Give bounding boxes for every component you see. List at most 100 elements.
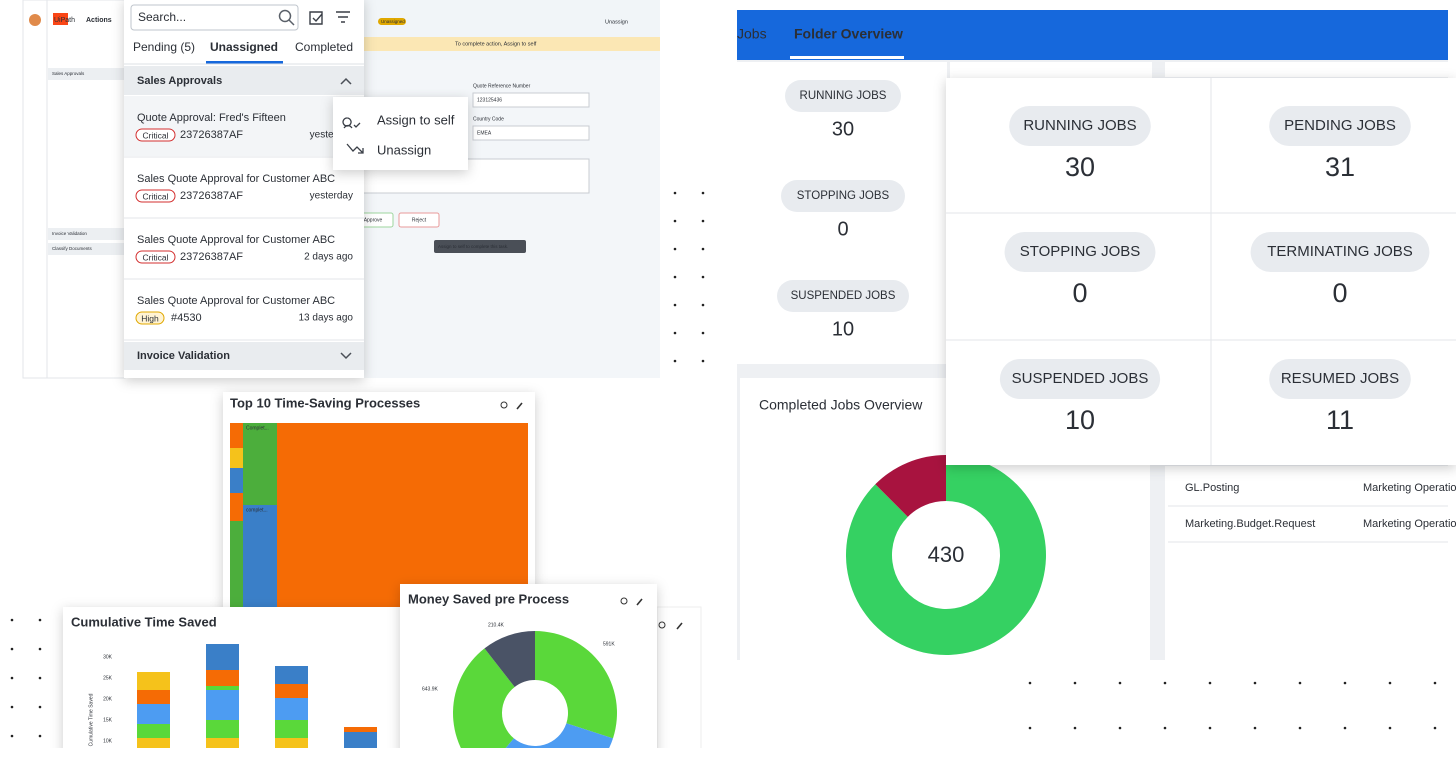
bar-segment — [275, 684, 308, 698]
task-title[interactable]: Sales Quote Approval for Customer ABC — [137, 234, 335, 246]
dot — [701, 275, 705, 279]
menu-item[interactable]: Unassign — [377, 142, 431, 157]
dot — [1388, 681, 1392, 685]
dot — [1298, 726, 1302, 730]
unassign-button[interactable]: Unassign — [605, 19, 628, 25]
status-badge — [378, 18, 406, 25]
cumulative-title: Cumulative Time Saved — [71, 614, 217, 629]
job-pill — [781, 180, 905, 212]
filter-icon[interactable] — [336, 11, 350, 23]
donut-segment — [484, 631, 535, 687]
bar-segment — [275, 666, 308, 684]
insights: Top 10 Time-Saving Processes Complet... … — [63, 392, 702, 748]
search-placeholder: Search... — [138, 10, 186, 24]
y-tick-label: 30K — [103, 654, 113, 660]
menu-item[interactable]: Assign to self — [377, 112, 455, 127]
context-menu — [333, 97, 468, 170]
section-header — [124, 66, 364, 95]
tab[interactable]: Pending (5) — [133, 40, 195, 54]
side-section — [48, 228, 124, 240]
edit-icon[interactable] — [636, 598, 643, 606]
priority: High — [141, 313, 159, 323]
job-pill — [1250, 232, 1430, 272]
nav-tab[interactable]: Jobs — [737, 26, 767, 42]
donut-segment — [875, 455, 946, 517]
section-title: Sales Approvals — [137, 75, 222, 87]
bar-segment — [275, 698, 308, 720]
task-title[interactable]: Sales Quote Approval for Customer ABC — [137, 295, 335, 307]
process-table — [1165, 466, 1448, 660]
tab[interactable]: Unassigned — [210, 40, 278, 54]
select-icon[interactable] — [309, 11, 323, 25]
task-title[interactable]: Quote Approval: Fred's Fifteen — [137, 112, 286, 124]
job-pill — [1004, 232, 1156, 272]
search-box[interactable] — [130, 4, 299, 31]
task-title[interactable]: Sales Quote Approval for Customer ABC — [137, 173, 335, 185]
money-title: Money Saved pre Process — [408, 591, 569, 606]
dot — [1343, 681, 1347, 685]
dot — [1028, 681, 1032, 685]
assign-icon — [342, 117, 361, 129]
hidden-card — [656, 606, 702, 748]
dot — [1163, 726, 1167, 730]
tab-underline — [790, 56, 904, 59]
task-time: yesterday — [310, 130, 353, 141]
dot — [1208, 726, 1212, 730]
dot — [673, 275, 677, 279]
button-label[interactable]: Approve — [364, 217, 383, 223]
job-pill — [1009, 106, 1151, 146]
priority-badge — [135, 311, 165, 325]
job-pill — [999, 359, 1161, 399]
logo: UiPath — [54, 17, 75, 24]
selected-task — [124, 96, 364, 156]
folder-overview: Jobs Folder Overview RUNNING JOBS 30 STOPP… — [737, 10, 1456, 660]
task-time: 2 days ago — [304, 252, 353, 263]
search-icon — [278, 9, 292, 23]
job-value: 0 — [837, 218, 848, 240]
treemap-cell — [230, 493, 243, 521]
completed-total: 430 — [928, 542, 965, 567]
dot — [10, 676, 14, 680]
job-label: RUNNING JOBS — [1023, 117, 1136, 134]
button-label[interactable]: Reject — [412, 217, 427, 223]
section-header — [124, 342, 364, 370]
job-value: 10 — [832, 318, 854, 340]
bar-segment — [206, 686, 239, 690]
priority-badge — [135, 128, 176, 142]
nav-tab[interactable]: Folder Overview — [794, 26, 903, 42]
banner — [363, 37, 660, 51]
back-card — [1165, 62, 1448, 77]
job-value: 30 — [1065, 152, 1095, 182]
dot — [701, 191, 705, 195]
completed-title: Completed Jobs Overview — [759, 397, 923, 413]
task-id: #4530 — [171, 312, 202, 324]
tab[interactable]: Completed — [295, 40, 353, 54]
button[interactable] — [398, 212, 440, 228]
job-label: RESUMED JOBS — [1281, 370, 1399, 387]
logo-box — [53, 13, 68, 25]
dot — [1343, 726, 1347, 730]
tab-underline — [206, 61, 283, 64]
task-time: yesterday — [310, 191, 353, 202]
job-value: 10 — [1065, 405, 1095, 435]
job-value: 0 — [1332, 278, 1347, 308]
info-icon[interactable] — [500, 401, 508, 409]
dot — [701, 359, 705, 363]
side-section-title: Invoice Validation — [52, 231, 87, 236]
dot — [673, 331, 677, 335]
dot — [38, 705, 42, 709]
info-icon[interactable] — [658, 621, 666, 629]
edit-icon[interactable] — [676, 622, 683, 630]
side-section — [48, 243, 124, 255]
info-icon[interactable] — [620, 597, 628, 605]
dot — [673, 303, 677, 307]
edit-icon[interactable] — [516, 402, 523, 410]
field-label: Quote Reference Number — [473, 83, 531, 89]
status-text: Unassigned — [381, 19, 405, 24]
top-bar — [737, 10, 1448, 60]
dot — [10, 705, 14, 709]
job-value: 0 — [1072, 278, 1087, 308]
dot — [38, 734, 42, 738]
job-label: SUSPENDED JOBS — [1012, 370, 1149, 387]
dot — [1433, 726, 1437, 730]
